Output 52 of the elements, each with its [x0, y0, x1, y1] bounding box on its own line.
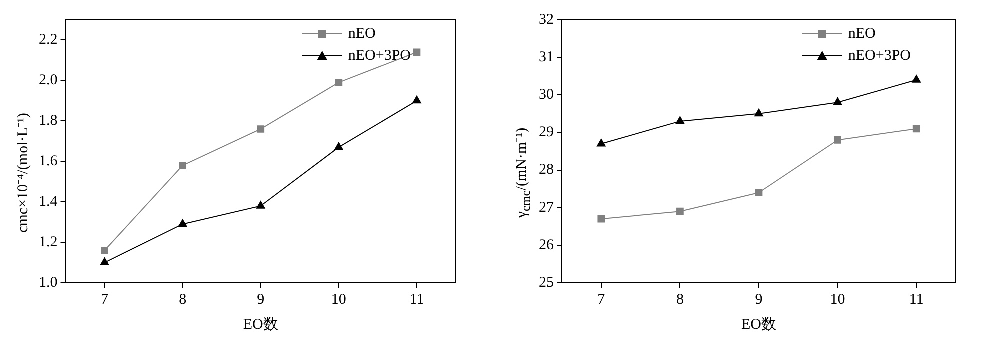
y-tick-label: 1.8 [39, 113, 58, 130]
point [834, 136, 842, 144]
y-tick-label: 1.4 [39, 194, 58, 210]
y-tick-label: 2.0 [39, 72, 58, 89]
x-tick-label: 8 [179, 292, 187, 308]
point [257, 126, 265, 133]
point [597, 138, 606, 147]
point [413, 48, 421, 56]
x-tick-label: 8 [676, 292, 684, 308]
y-tick-label: 2.2 [39, 32, 58, 48]
y-tick-label: 1.0 [39, 274, 58, 291]
y-tick-label: 29 [539, 124, 554, 141]
point [598, 215, 606, 223]
x-tick-label: 9 [755, 292, 763, 308]
x-tick-label: 7 [101, 292, 110, 308]
point [335, 79, 343, 86]
y-tick-label: 25 [539, 274, 554, 291]
point [676, 208, 684, 216]
point [100, 258, 110, 266]
y-tick-label: 32 [539, 12, 554, 28]
point [833, 98, 842, 106]
x-tick-label: 9 [257, 292, 265, 308]
legend-label: nEO [848, 26, 876, 42]
point [179, 162, 187, 170]
legend-label: nEO [348, 26, 376, 42]
x-axis-title: EO数 [243, 316, 278, 333]
point [754, 108, 764, 117]
point [256, 201, 266, 209]
point [178, 219, 188, 228]
point [101, 246, 108, 254]
x-tick-label: 10 [830, 292, 846, 308]
y-tick-label: 27 [539, 200, 554, 216]
y-tick-label: 1.6 [39, 154, 58, 170]
y-tick-label: 30 [539, 87, 554, 104]
legend-label: nEO+3PO [848, 48, 912, 64]
x-axis-title: EO数 [742, 316, 776, 333]
point [334, 142, 344, 150]
y-axis-title: cmc×10⁻⁴/(mol·L⁻¹) [14, 113, 32, 233]
x-tick-label: 10 [331, 292, 346, 308]
y-tick-label: 1.2 [39, 234, 58, 250]
legend-label: nEO+3PO [348, 48, 412, 64]
y-tick-label: 31 [539, 50, 554, 66]
point [912, 75, 921, 83]
x-tick-label: 7 [598, 292, 606, 308]
y-tick-label: 28 [539, 162, 554, 178]
x-tick-label: 11 [410, 292, 424, 308]
point [412, 96, 422, 104]
point [676, 116, 685, 124]
point [912, 125, 920, 133]
point [755, 189, 763, 197]
x-tick-label: 11 [909, 292, 924, 308]
y-tick-label: 26 [539, 237, 554, 254]
